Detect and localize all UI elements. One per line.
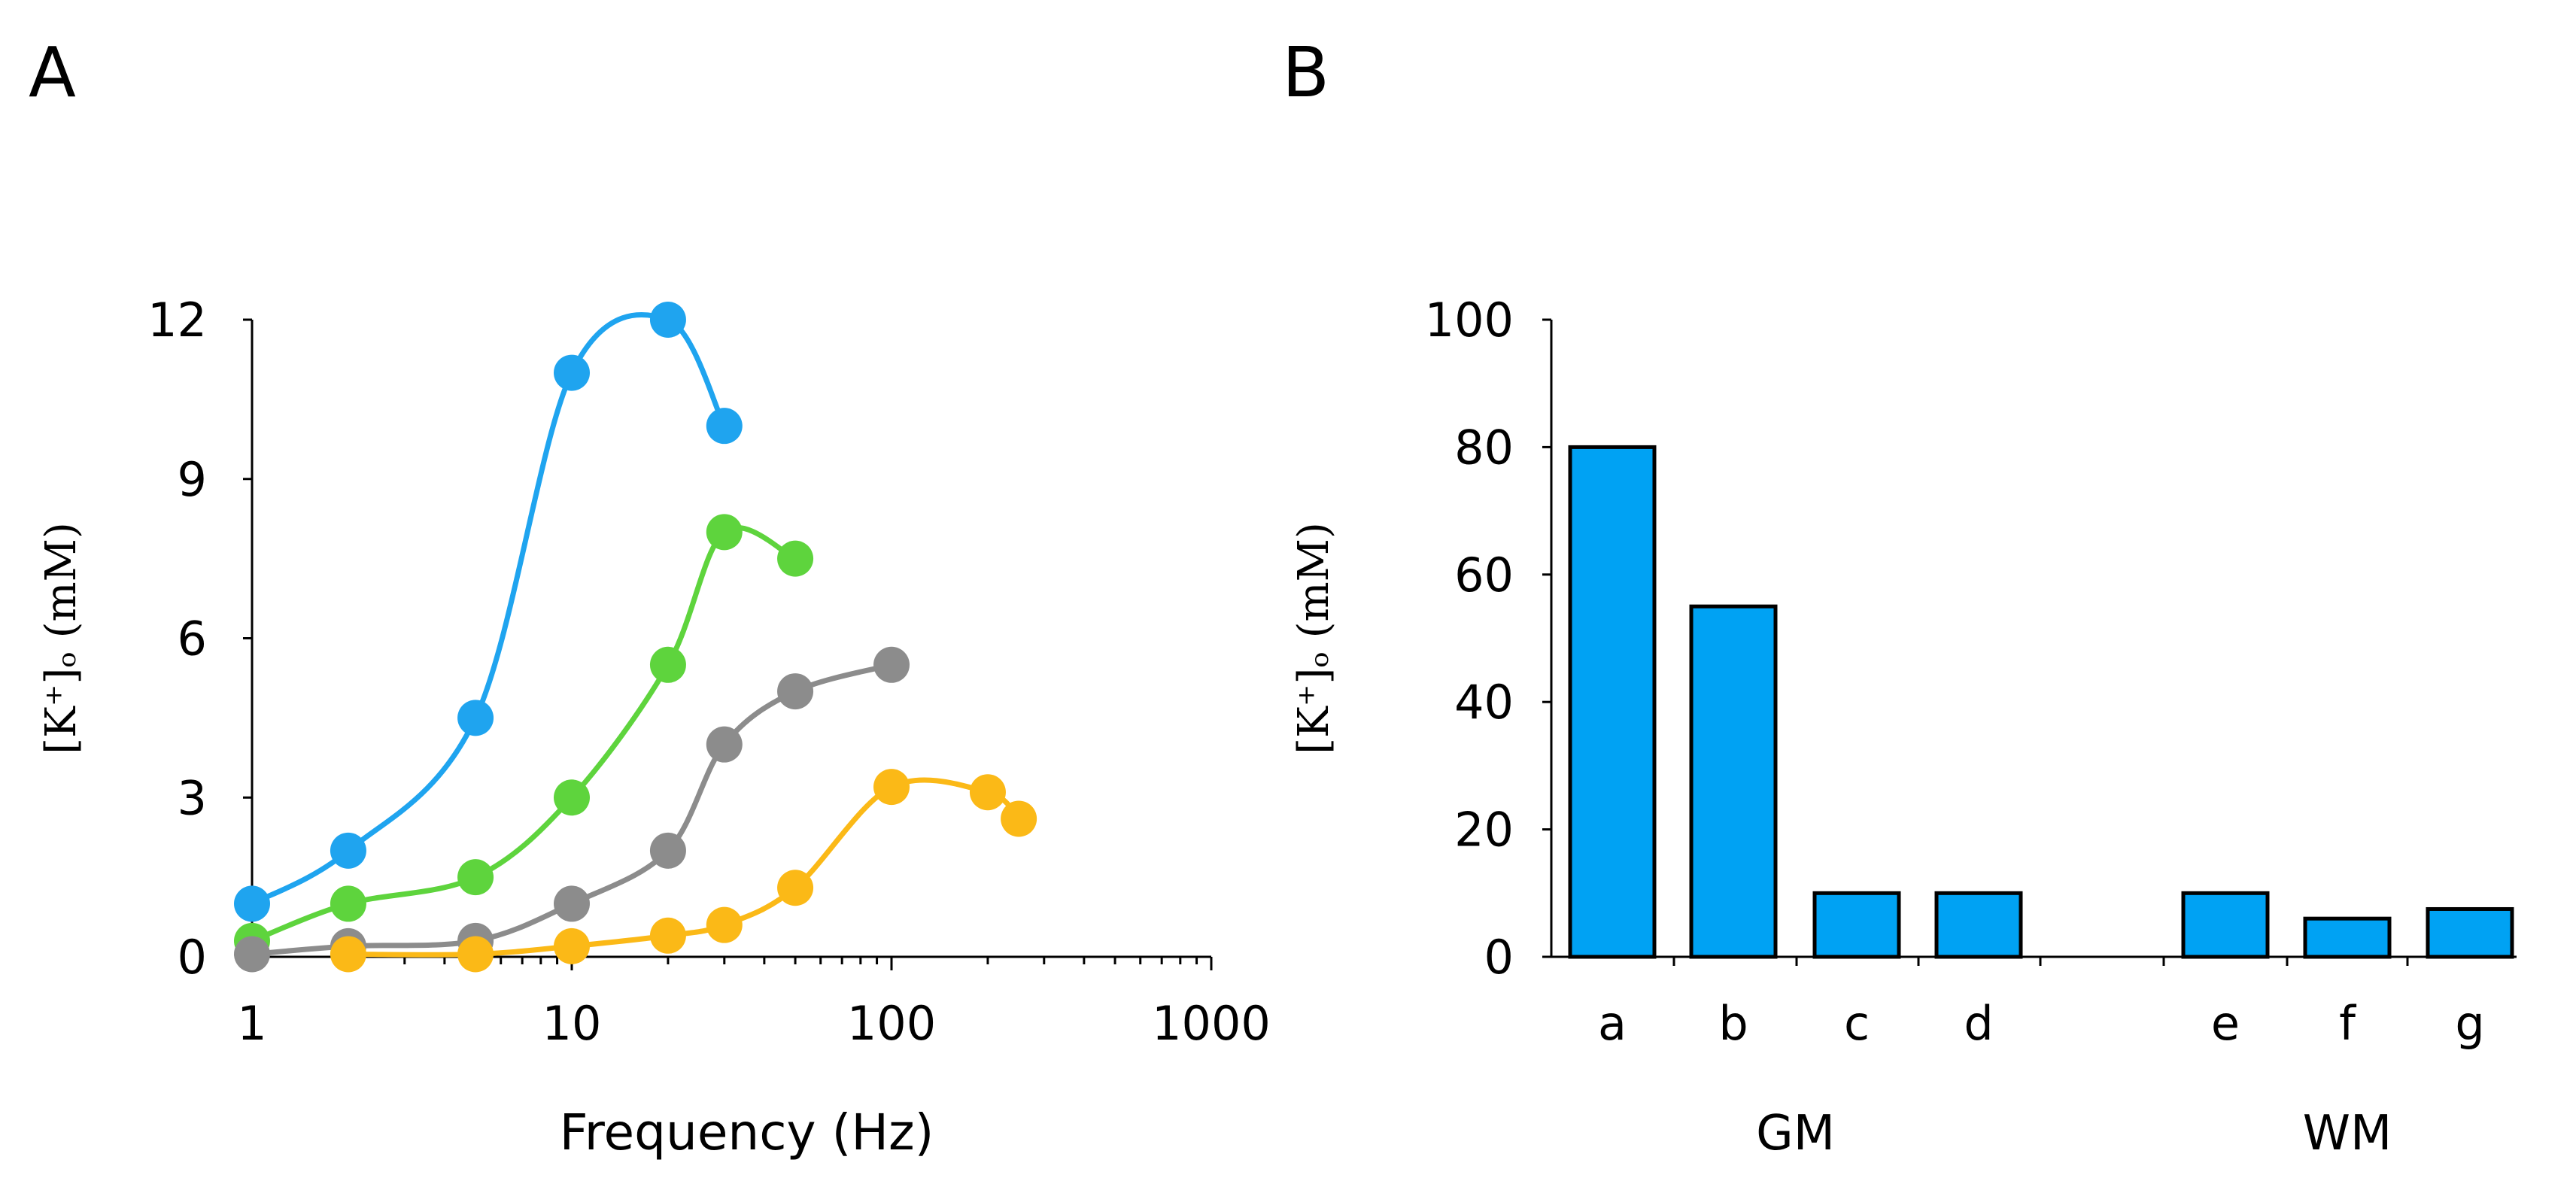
chart-a-series-green: [234, 514, 814, 959]
chart-b-category-label: f: [2339, 996, 2357, 1051]
chart-a-point-gray: [777, 673, 814, 710]
chart-a-point-orange: [1001, 800, 1037, 837]
chart-a-point-blue: [234, 885, 270, 922]
chart-a-point-green: [457, 859, 494, 896]
chart-b-bar-a: [1568, 445, 1657, 959]
panel-a-label: A: [29, 32, 76, 113]
chart-a-point-gray: [234, 936, 270, 973]
chart-b-category-label: a: [1598, 996, 1627, 1051]
chart-a-point-green: [330, 885, 366, 922]
chart-a-series-line-blue: [249, 311, 728, 906]
chart-a-x-tick-label: 10: [542, 996, 602, 1051]
chart-a-y-tick-label: 3: [178, 770, 207, 825]
chart-b-y-tick-label: 100: [1425, 293, 1514, 348]
chart-b-y-axis-title: [K⁺]ₒ (mM): [1290, 522, 1338, 754]
chart-a-point-orange: [969, 774, 1006, 811]
chart-b-category-label: g: [2455, 996, 2484, 1051]
chart-a-point-green: [554, 779, 590, 816]
chart-a-y-tick-label: 6: [178, 612, 207, 666]
chart-a-point-orange: [649, 917, 686, 954]
chart-b-y-tick-label: 20: [1454, 803, 1514, 858]
chart-b-group-label-gm: GM: [1756, 1106, 1835, 1161]
chart-a-series-blue: [234, 302, 743, 922]
chart-b-y-tick-label: 60: [1454, 548, 1514, 603]
chart-b-category-label: d: [1964, 996, 1993, 1051]
chart-b-y-tick-label: 80: [1454, 420, 1514, 475]
chart-b-category-label: e: [2211, 996, 2240, 1051]
chart-b-bar-e: [2181, 891, 2270, 959]
chart-b-bar-d: [1934, 891, 2023, 959]
chart-a-point-green: [706, 514, 743, 551]
chart-a-point-gray: [554, 885, 590, 922]
chart-a-point-blue: [457, 700, 494, 736]
chart-a-y-tick-label: 12: [147, 293, 207, 348]
chart-a-point-green: [777, 540, 814, 577]
chart-b-bar-c: [1812, 891, 1901, 959]
chart-b-y-tick-label: 40: [1454, 675, 1514, 730]
chart-a-point-blue: [706, 408, 743, 445]
chart-a-x-axis-title: Frequency (Hz): [560, 1104, 934, 1161]
chart-a-x-tick-label: 1000: [1152, 996, 1271, 1051]
chart-a-y-tick-label: 0: [178, 930, 207, 985]
chart-b-y-tick-label: 0: [1484, 930, 1514, 985]
chart-a-x-tick-label: 1: [237, 996, 266, 1051]
chart-b-bar-f: [2303, 916, 2392, 959]
chart-b-bar-b: [1689, 604, 1778, 959]
chart-a-point-orange: [330, 936, 366, 973]
chart-b-group-label-wm: WM: [2303, 1106, 2392, 1161]
chart-a-point-gray: [649, 832, 686, 869]
chart-a-point-orange: [457, 936, 494, 973]
chart-b-bar-chart: 0 20 40 60 80 100 a b c d e f g GM WM [K⁺]ₒ (mM): [1290, 293, 2517, 1161]
chart-a-point-orange: [554, 927, 590, 964]
chart-a-point-gray: [706, 726, 743, 763]
chart-a-y-axis-title: [K⁺]ₒ (mM): [37, 522, 86, 754]
chart-a-series-orange: [330, 769, 1037, 973]
chart-a-point-blue: [330, 832, 366, 869]
chart-a-point-green: [649, 646, 686, 683]
chart-a-point-blue: [649, 302, 686, 338]
chart-a-y-tick-label: 9: [178, 452, 207, 507]
chart-a-point-blue: [554, 354, 590, 391]
chart-a-point-orange: [777, 870, 814, 906]
chart-b-bar-g: [2426, 906, 2514, 959]
chart-b-category-label: c: [1844, 996, 1870, 1051]
chart-a-point-orange: [873, 769, 910, 806]
chart-a-line-plot: 0 3 6 9 12 1 10 100 1000 Frequency (Hz) [K⁺]ₒ (mM): [37, 293, 1271, 1161]
panel-b-label: B: [1282, 32, 1329, 113]
chart-a-point-gray: [873, 646, 910, 683]
chart-a-x-tick-label: 100: [847, 996, 936, 1051]
chart-a-point-orange: [706, 906, 743, 943]
chart-b-category-label: b: [1718, 996, 1748, 1051]
